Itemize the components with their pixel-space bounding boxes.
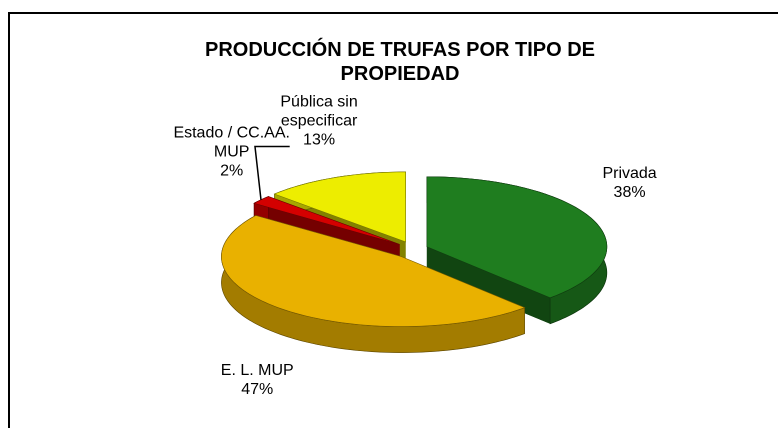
slice [221,215,526,327]
slice [426,176,608,299]
data-label: Estado / CC.AA. MUP 2% [162,124,302,181]
category-label: Estado / CC.AA. MUP [173,124,290,161]
leader-line [254,145,290,200]
value-label: 13% [303,131,336,149]
chart-title: PRODUCCIÓN DE TRUFAS POR TIPO DE PROPIED… [204,39,596,85]
data-label: Pública sin especificar 13% [254,92,384,149]
chart-frame [8,12,778,428]
category-label: E. L. MUP [220,362,294,380]
value-label: 47% [241,381,274,399]
data-label: E. L. MUP 47% [192,361,322,399]
value-label: 38% [613,184,646,202]
category-label: Pública sin especificar [280,93,358,130]
category-label: Privada [602,165,657,183]
slice [273,171,406,243]
slice-wall [426,246,551,324]
value-label: 2% [220,162,244,180]
data-label: Privada 38% [565,164,695,202]
